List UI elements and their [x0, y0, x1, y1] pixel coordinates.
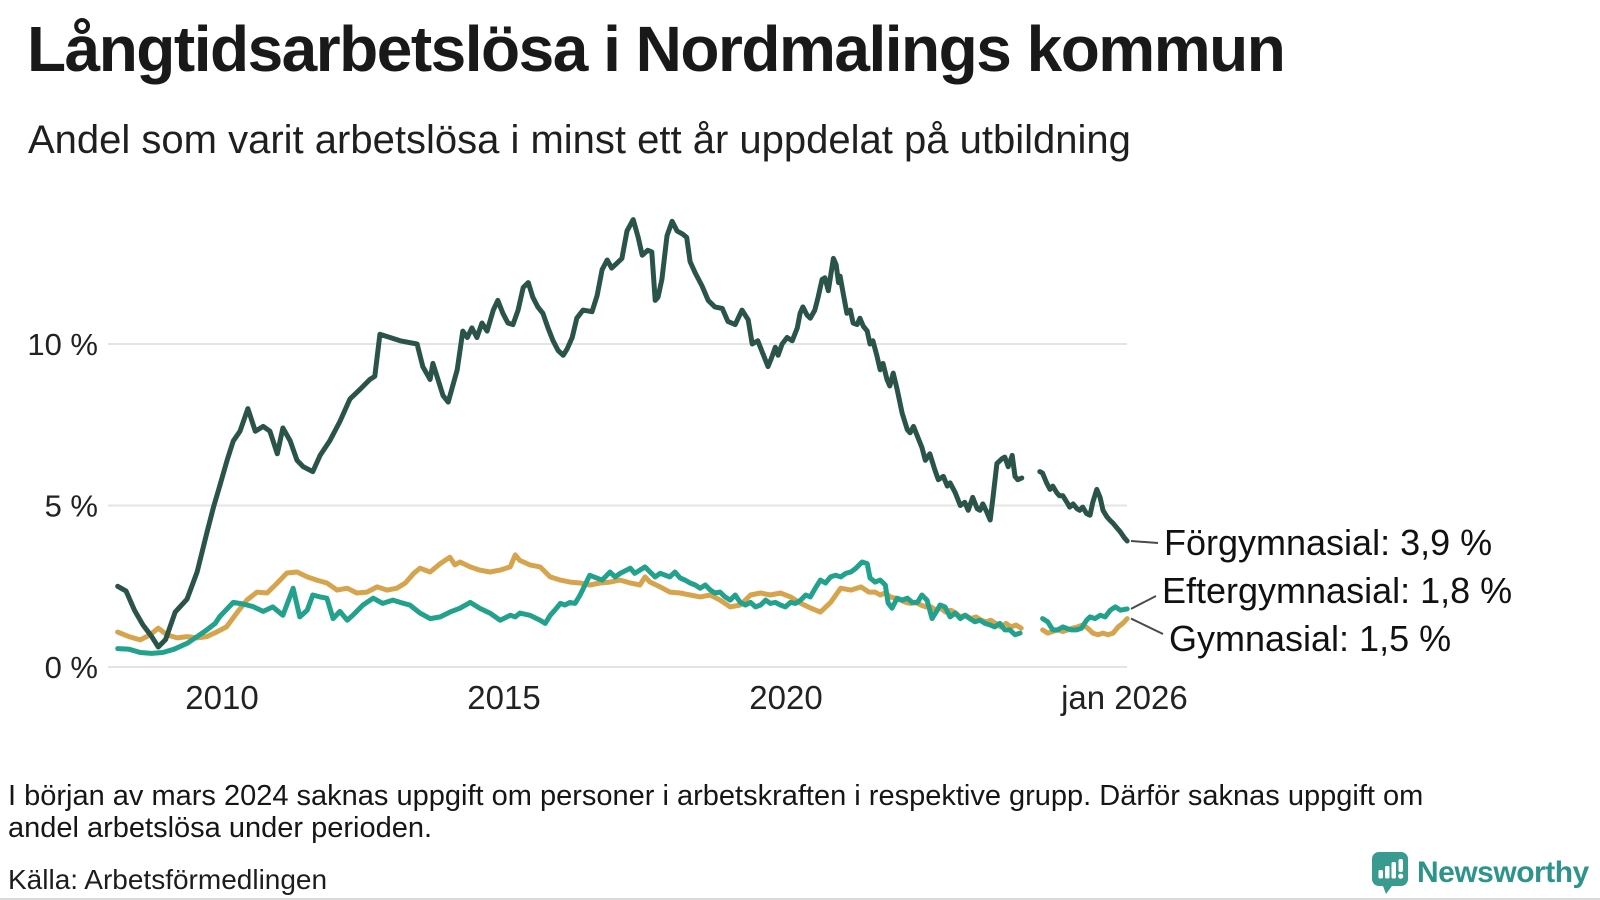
- newsworthy-bubble-chart-icon: [1372, 852, 1408, 894]
- series-end-label-förgymnasial: Förgymnasial: 3,9 %: [1164, 522, 1492, 563]
- x-axis-label-2026: jan 2026: [1060, 679, 1188, 716]
- source-note: Källa: Arbetsförmedlingen: [8, 864, 328, 895]
- footnote-line-1: I början av mars 2024 saknas uppgift om …: [8, 780, 1424, 812]
- y-axis-label-10: 10 %: [27, 327, 98, 362]
- x-axis-label-2020: 2020: [749, 679, 822, 716]
- label-connector-förgymnasial: [1130, 540, 1159, 544]
- label-connector-eftergymnasial: [1130, 595, 1157, 610]
- series-end-label-eftergymnasial: Eftergymnasial: 1,8 %: [1162, 570, 1512, 611]
- label-connector-gymnasial: [1130, 617, 1164, 635]
- series-line-gymnasial: [115, 552, 1130, 643]
- chart-footnote: I början av mars 2024 saknas uppgift om …: [8, 780, 1548, 844]
- line-chart: 0 % 5 % 10 % 2010 2015 2020 jan 2026 Förgymnasi…: [27, 217, 1512, 716]
- x-axis-label-2010: 2010: [185, 679, 258, 716]
- newsworthy-logo[interactable]: Newsworthy: [1372, 852, 1589, 894]
- x-axis-label-2015: 2015: [467, 679, 540, 716]
- series-line-förgymnasial: [115, 217, 1130, 650]
- y-axis-label-0: 0 %: [45, 650, 98, 685]
- series-line-eftergymnasial: [115, 559, 1130, 656]
- newsworthy-logo-text: Newsworthy: [1417, 856, 1589, 889]
- chart-subtitle: Andel som varit arbetslösa i minst ett å…: [28, 118, 1131, 162]
- y-axis-label-5: 5 %: [45, 489, 98, 524]
- series-end-label-gymnasial: Gymnasial: 1,5 %: [1169, 618, 1451, 659]
- footnote-line-2: andel arbetslösa under perioden.: [8, 812, 433, 844]
- chart-title: Långtidsarbetslösa i Nordmalings kommun: [27, 13, 1286, 85]
